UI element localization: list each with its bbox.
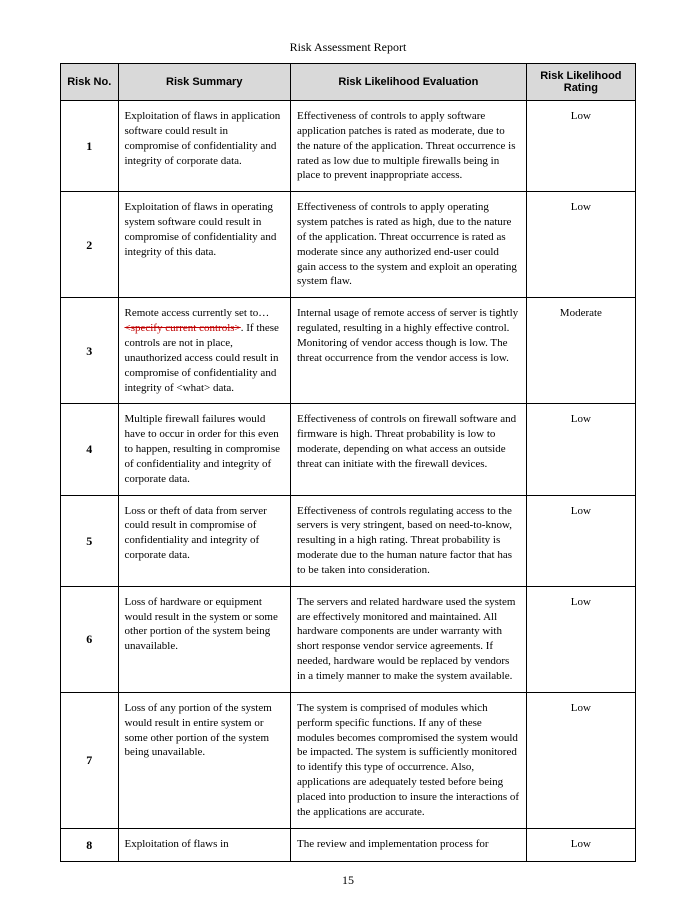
cell-evaluation: The review and implementation process fo… — [291, 828, 527, 861]
cell-risk-no: 4 — [61, 404, 119, 495]
summary-pre: Remote access currently set to… — [125, 307, 270, 319]
cell-evaluation: The system is comprised of modules which… — [291, 692, 527, 828]
table-row: 8 Exploitation of flaws in The review an… — [61, 828, 636, 861]
cell-rating: Low — [526, 828, 635, 861]
col-rating: Risk Likelihood Rating — [526, 64, 635, 101]
cell-summary: Loss of hardware or equipment would resu… — [118, 586, 291, 692]
col-risk-no: Risk No. — [61, 64, 119, 101]
table-row: 7 Loss of any portion of the system woul… — [61, 692, 636, 828]
cell-risk-no: 8 — [61, 828, 119, 861]
cell-rating: Low — [526, 586, 635, 692]
table-row: 5 Loss or theft of data from server coul… — [61, 495, 636, 586]
table-row: 1 Exploitation of flaws in application s… — [61, 101, 636, 192]
cell-summary: Loss or theft of data from server could … — [118, 495, 291, 586]
page-container: Risk Assessment Report Risk No. Risk Sum… — [0, 0, 696, 900]
cell-risk-no: 7 — [61, 692, 119, 828]
cell-summary: Multiple firewall failures would have to… — [118, 404, 291, 495]
col-evaluation: Risk Likelihood Evaluation — [291, 64, 527, 101]
cell-risk-no: 3 — [61, 298, 119, 404]
page-number: 15 — [0, 873, 696, 888]
cell-risk-no: 1 — [61, 101, 119, 192]
col-summary: Risk Summary — [118, 64, 291, 101]
cell-evaluation: Internal usage of remote access of serve… — [291, 298, 527, 404]
cell-risk-no: 5 — [61, 495, 119, 586]
cell-risk-no: 6 — [61, 586, 119, 692]
cell-rating: Low — [526, 692, 635, 828]
cell-rating: Low — [526, 404, 635, 495]
cell-rating: Moderate — [526, 298, 635, 404]
table-header-row: Risk No. Risk Summary Risk Likelihood Ev… — [61, 64, 636, 101]
table-row: 2 Exploitation of flaws in operating sys… — [61, 192, 636, 298]
cell-rating: Low — [526, 495, 635, 586]
cell-risk-no: 2 — [61, 192, 119, 298]
cell-summary: Loss of any portion of the system would … — [118, 692, 291, 828]
cell-rating: Low — [526, 101, 635, 192]
document-title: Risk Assessment Report — [60, 40, 636, 55]
risk-table: Risk No. Risk Summary Risk Likelihood Ev… — [60, 63, 636, 862]
table-row: 4 Multiple firewall failures would have … — [61, 404, 636, 495]
cell-evaluation: Effectiveness of controls to apply opera… — [291, 192, 527, 298]
cell-evaluation: Effectiveness of controls regulating acc… — [291, 495, 527, 586]
cell-summary: Remote access currently set to… <specify… — [118, 298, 291, 404]
cell-evaluation: Effectiveness of controls on firewall so… — [291, 404, 527, 495]
cell-summary: Exploitation of flaws in operating syste… — [118, 192, 291, 298]
cell-summary: Exploitation of flaws in — [118, 828, 291, 861]
summary-red-strike: <specify current controls> — [125, 322, 241, 334]
cell-rating: Low — [526, 192, 635, 298]
table-row: 6 Loss of hardware or equipment would re… — [61, 586, 636, 692]
cell-evaluation: Effectiveness of controls to apply softw… — [291, 101, 527, 192]
cell-evaluation: The servers and related hardware used th… — [291, 586, 527, 692]
cell-summary: Exploitation of flaws in application sof… — [118, 101, 291, 192]
table-row: 3 Remote access currently set to… <speci… — [61, 298, 636, 404]
